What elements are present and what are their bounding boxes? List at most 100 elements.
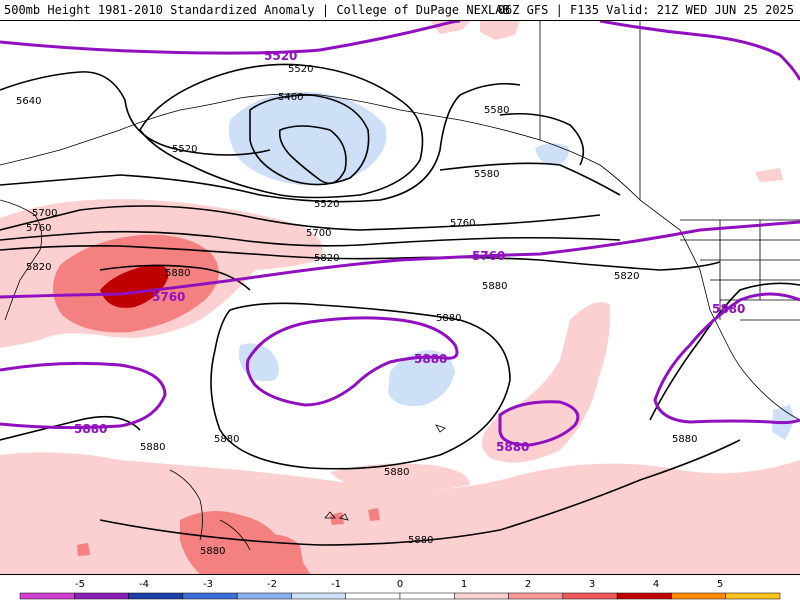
contour-label: 5880 [140, 442, 165, 453]
contour-label: 5520 [172, 144, 197, 155]
colorbar-segment [128, 592, 184, 600]
positive-anomaly-area-2 [330, 512, 344, 525]
colorbar-tick-label: 1 [461, 579, 467, 590]
colorbar-tick-label: -4 [139, 579, 149, 590]
highlight-contour-label: 5880 [74, 422, 107, 436]
negative-anomaly-area [238, 343, 279, 382]
highlight-contour-label: 5760 [472, 249, 505, 263]
purple-contour-5760 [0, 220, 800, 299]
contour-label: 5700 [306, 228, 331, 239]
negative-anomaly-area [535, 143, 569, 166]
colorbar-tick-labels: -5 -4 -3 -2 -1 0 1 2 3 4 5 [75, 579, 723, 590]
contour-5820 [0, 245, 721, 271]
highlight-contour-label: 5880 [712, 302, 745, 316]
map-title: 500mb Height 1981-2010 Standardized Anom… [4, 3, 510, 17]
colorbar-tick-label: 3 [589, 579, 595, 590]
positive-anomaly-area [330, 463, 470, 491]
purple-contour-5880-east [653, 292, 800, 425]
colorbar-segment [671, 592, 726, 600]
positive-anomaly-area [755, 168, 783, 182]
colorbar-segment [236, 592, 292, 600]
contour-label: 5880 [200, 546, 225, 557]
colorbar-tick-label: 2 [525, 579, 531, 590]
colorbar-graphic: -5 -4 -3 -2 -1 0 1 2 3 4 5 [19, 579, 781, 600]
header-bar: 500mb Height 1981-2010 Standardized Anom… [0, 0, 800, 21]
colorbar-segment [508, 592, 564, 600]
colorbar-segment [19, 592, 75, 600]
positive-anomaly-area-2 [77, 543, 90, 556]
contour-label: 5880 [165, 268, 190, 279]
colorbar-segment [725, 592, 781, 600]
highlight-contour-label: 5760 [152, 290, 185, 304]
anomaly-shading [0, 21, 800, 574]
contour-label: 5580 [484, 105, 509, 116]
positive-anomaly-area-3 [100, 264, 169, 308]
contour-label: 5880 [408, 535, 433, 546]
colorbar-tick-label: -3 [203, 579, 213, 590]
anomaly-map: 5640 5520 5460 5520 5520 5580 5580 5700 … [0, 21, 800, 574]
colorbar-tick-label: 5 [717, 579, 723, 590]
contour-label: 5460 [278, 92, 303, 103]
contour-5760 [0, 230, 621, 247]
contour-label: 5820 [26, 262, 51, 273]
colorbar-segment [454, 592, 509, 600]
colorbar-segment [345, 592, 401, 600]
negative-anomaly-area [388, 350, 455, 407]
height-contours [0, 63, 800, 546]
contour-5700 [0, 205, 601, 231]
model-run-info: 06Z GFS | F135 Valid: 21Z WED JUN 25 202… [497, 3, 794, 17]
contour-label: 5880 [384, 467, 409, 478]
contour-5580-west [0, 82, 521, 203]
contour-label: 5580 [474, 169, 499, 180]
highlight-contour-label: 5520 [264, 49, 297, 63]
positive-anomaly-area [480, 21, 520, 40]
colorbar-tick-label: -5 [75, 579, 85, 590]
colorbar-segment [399, 592, 455, 600]
contour-5460 [249, 94, 370, 186]
colorbar: -5 -4 -3 -2 -1 0 1 2 3 4 5 [0, 574, 800, 601]
contour-label: 5640 [16, 96, 41, 107]
highlight-contour-label: 5880 [414, 352, 447, 366]
contour-label: 5700 [32, 208, 57, 219]
colorbar-segment [616, 592, 672, 600]
colorbar-segment [291, 592, 346, 600]
colorbar-tick-label: -2 [267, 579, 277, 590]
positive-anomaly-area [482, 302, 611, 463]
contour-5580-ring [499, 112, 585, 166]
contour-label: 5760 [26, 223, 51, 234]
colorbar-tick-label: 4 [653, 579, 659, 590]
contour-5880-ring [210, 302, 511, 470]
colorbar-tick-label: -1 [331, 579, 341, 590]
purple-contour-5880-west [0, 361, 167, 430]
contour-5520 [139, 63, 424, 199]
contour-label: 5520 [314, 199, 339, 210]
purple-contour-5880-center [245, 316, 459, 407]
contour-label: 5760 [450, 218, 475, 229]
contour-labels: 5640 5520 5460 5520 5520 5580 5580 5700 … [16, 64, 697, 557]
colorbar-tick-label: 0 [397, 579, 403, 590]
contour-label: 5880 [214, 434, 239, 445]
contour-label: 5520 [288, 64, 313, 75]
contour-label: 5880 [672, 434, 697, 445]
colorbar-segment [562, 592, 618, 600]
positive-anomaly-area-2 [368, 508, 380, 521]
purple-contour-5520 [0, 21, 800, 81]
contour-label: 5820 [314, 253, 339, 264]
highlight-contours [0, 21, 800, 447]
coastlines [0, 21, 800, 551]
colorbar-segments [19, 592, 781, 600]
contour-5580-east [439, 162, 621, 196]
purple-contour-5880-east-ring [498, 400, 580, 447]
contour-5880-south [0, 415, 141, 441]
positive-anomaly-area-2 [260, 535, 305, 574]
contour-label: 5820 [614, 271, 639, 282]
contour-5880-bottom [99, 439, 741, 546]
contour-label: 5880 [436, 313, 461, 324]
colorbar-segment [182, 592, 238, 600]
contour-label: 5880 [482, 281, 507, 292]
colorbar-segment [74, 592, 129, 600]
highlight-contour-labels: 5520 5760 5760 5880 5880 5880 5880 [74, 49, 745, 454]
highlight-contour-label: 5880 [496, 440, 529, 454]
negative-anomaly-area [228, 91, 387, 186]
contour-5640 [0, 71, 271, 156]
